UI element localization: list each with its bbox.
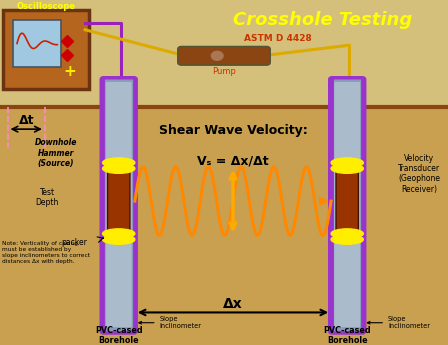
FancyBboxPatch shape xyxy=(108,165,130,237)
Bar xyxy=(0,107,448,345)
FancyBboxPatch shape xyxy=(330,78,365,333)
Text: Δx: Δx xyxy=(223,297,243,311)
Bar xyxy=(0,2,448,107)
Circle shape xyxy=(211,51,223,60)
Text: Velocity
Transducer
(Geophone
Receiver): Velocity Transducer (Geophone Receiver) xyxy=(398,154,440,194)
Text: ASTM D 4428: ASTM D 4428 xyxy=(244,34,312,43)
Text: Vₛ = Δx/Δt: Vₛ = Δx/Δt xyxy=(197,155,269,168)
Text: Pump: Pump xyxy=(212,68,236,77)
FancyBboxPatch shape xyxy=(13,20,61,67)
FancyBboxPatch shape xyxy=(334,82,360,327)
Text: Slope
Inclinometer: Slope Inclinometer xyxy=(139,316,202,329)
Ellipse shape xyxy=(103,229,135,238)
Text: Shear Wave Velocity:: Shear Wave Velocity: xyxy=(159,124,307,137)
Text: Downhole
Hammer
(Source): Downhole Hammer (Source) xyxy=(35,138,77,168)
Text: Δt: Δt xyxy=(18,115,34,127)
Ellipse shape xyxy=(103,164,135,173)
FancyBboxPatch shape xyxy=(336,165,358,237)
Ellipse shape xyxy=(103,235,135,244)
Text: PVC-cased
Borehole: PVC-cased Borehole xyxy=(95,326,142,345)
Ellipse shape xyxy=(331,235,363,244)
FancyBboxPatch shape xyxy=(106,82,132,327)
FancyBboxPatch shape xyxy=(178,47,270,65)
Text: +: + xyxy=(63,64,76,79)
Text: Test
Depth: Test Depth xyxy=(35,188,59,207)
Text: Oscilloscope: Oscilloscope xyxy=(17,2,75,11)
Ellipse shape xyxy=(103,158,135,168)
FancyBboxPatch shape xyxy=(3,10,89,89)
Text: Crosshole Testing: Crosshole Testing xyxy=(233,11,412,29)
Text: packer: packer xyxy=(61,238,87,247)
Ellipse shape xyxy=(331,158,363,168)
Text: PVC-cased
Borehole: PVC-cased Borehole xyxy=(323,326,371,345)
Text: Slope
Inclinometer: Slope Inclinometer xyxy=(367,316,430,329)
Text: Note: Verticality of casing
must be established by
slope inclinometers to correc: Note: Verticality of casing must be esta… xyxy=(2,241,90,264)
Ellipse shape xyxy=(331,229,363,238)
Ellipse shape xyxy=(331,164,363,173)
FancyBboxPatch shape xyxy=(101,78,136,333)
